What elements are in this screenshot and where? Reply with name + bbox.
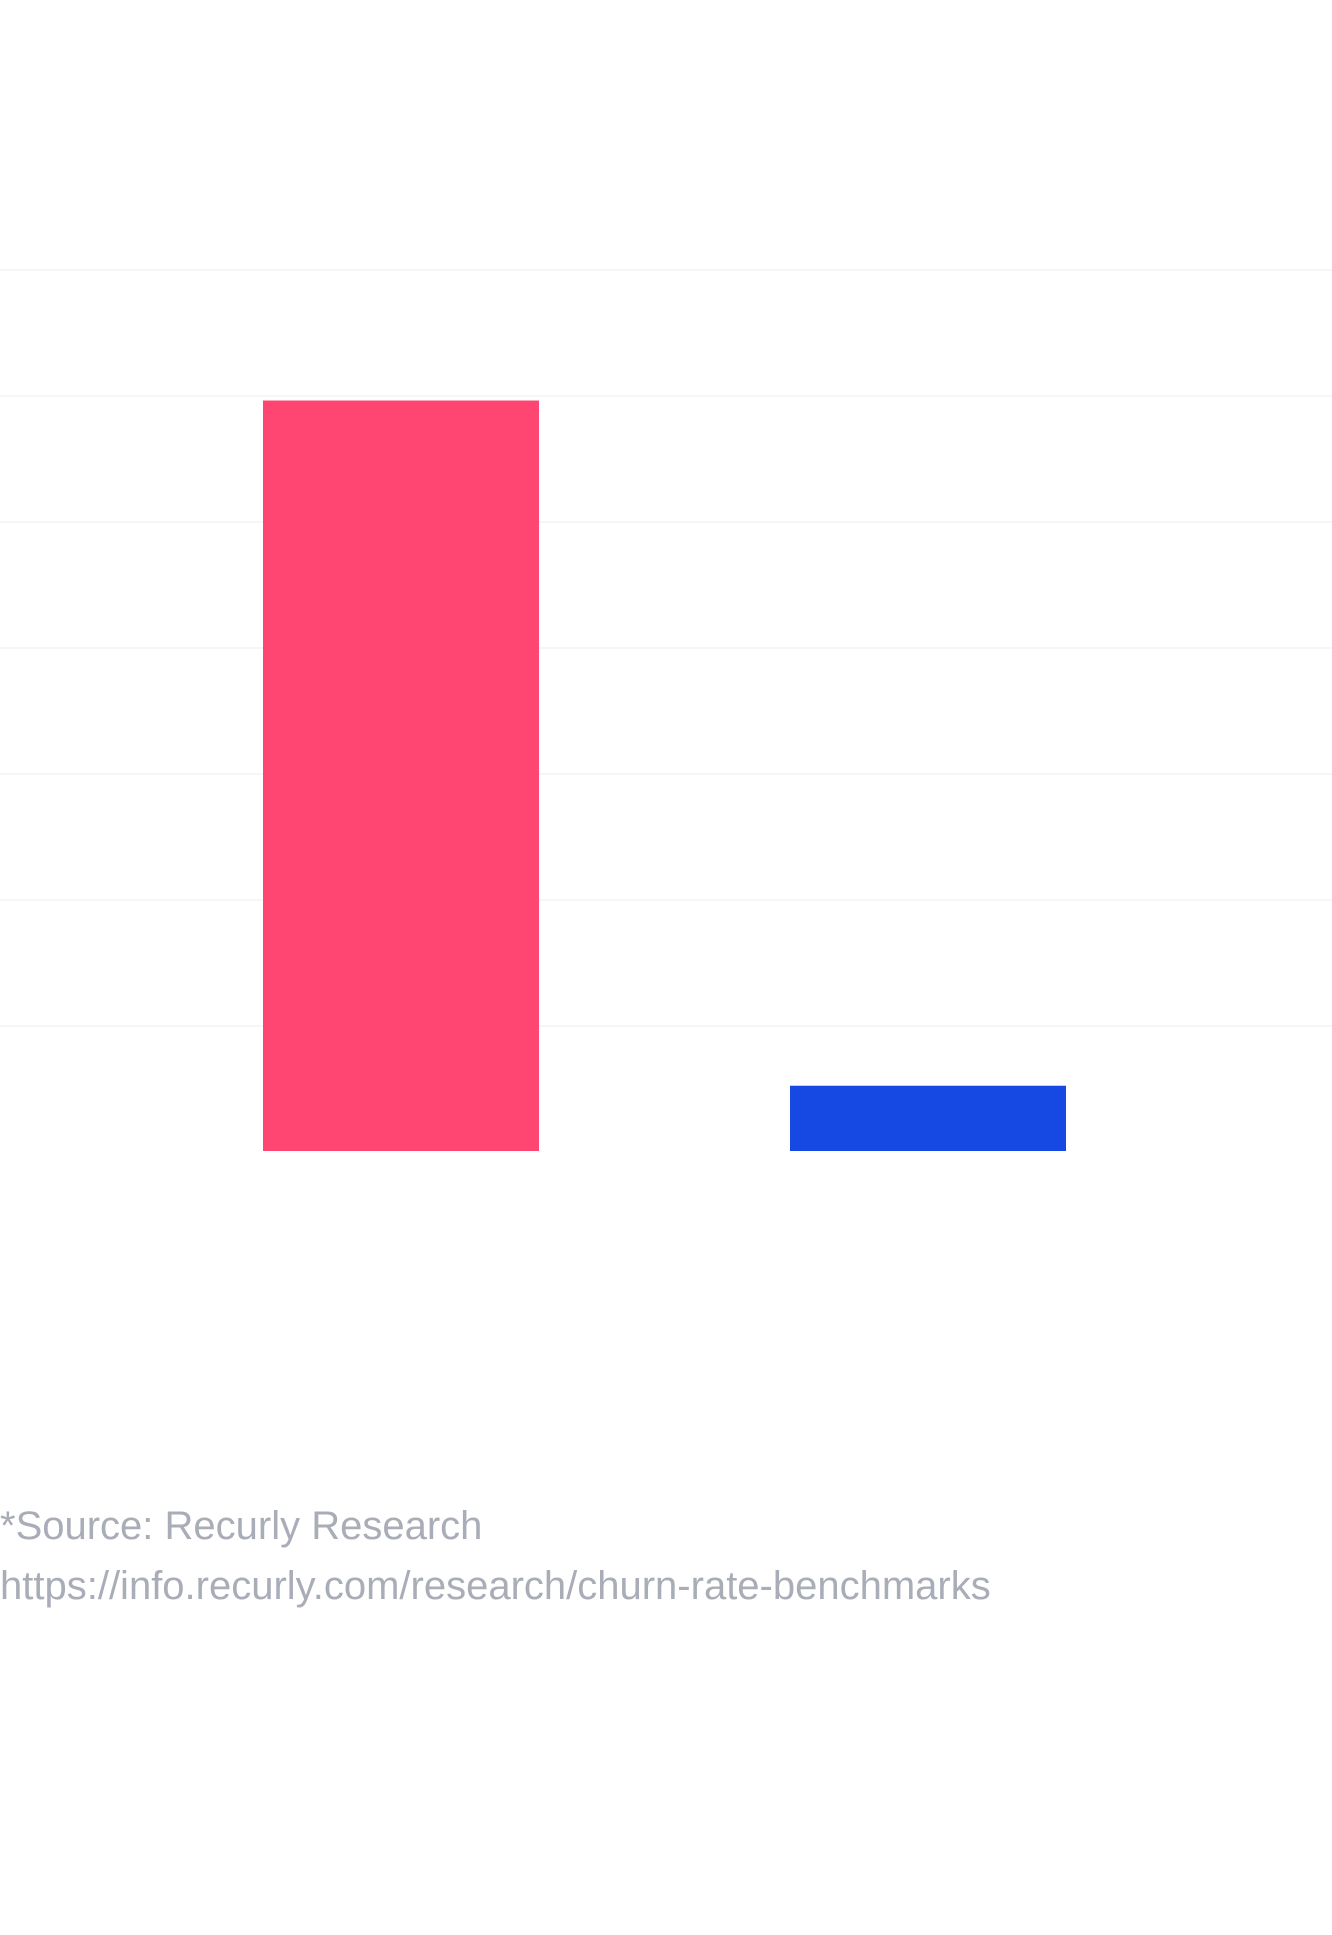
source-url: https://info.recurly.com/research/churn-… [0,1564,991,1608]
bars [263,400,1066,1151]
bar-1 [263,400,539,1151]
source-note: *Source: Recurly Research [0,1504,483,1548]
bar-2 [790,1085,1066,1151]
grid-lines [0,269,1332,1027]
bar-chart [0,269,1332,1151]
